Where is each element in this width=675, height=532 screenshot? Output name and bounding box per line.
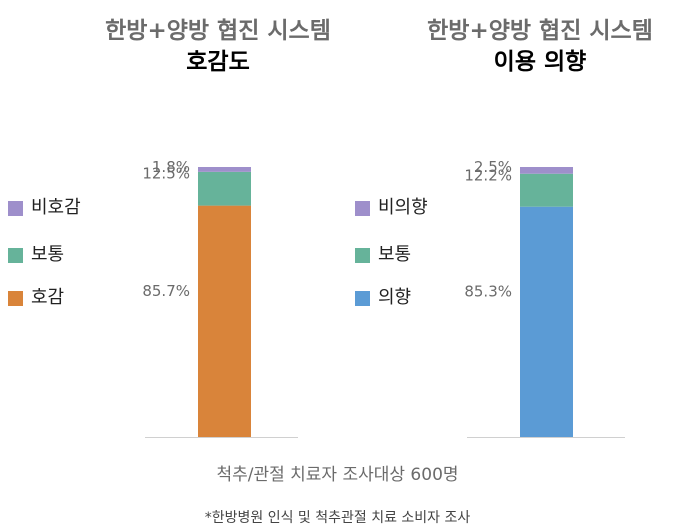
legend-label-right-0: 비의향 bbox=[378, 197, 428, 218]
legend-swatch-right-1 bbox=[355, 248, 370, 263]
legend-label-left-1: 보통 bbox=[31, 244, 65, 265]
data-label-right-2: 2.5% bbox=[474, 158, 512, 176]
bar-segment-right-1 bbox=[520, 173, 573, 207]
bar-segment-right-2 bbox=[520, 167, 573, 174]
chart-title-right-line1: 한방+양방 협진 시스템 bbox=[427, 18, 653, 44]
chart-title-right-line2: 이용 의향 bbox=[493, 49, 587, 75]
bar-segment-left-1 bbox=[198, 171, 251, 206]
legend-label-left-0: 비호감 bbox=[31, 197, 81, 218]
chart-title-right: 한방+양방 협진 시스템 이용 의향 bbox=[427, 16, 653, 78]
bar-segment-right-0 bbox=[520, 206, 573, 437]
data-label-right-1: 12.2% bbox=[464, 166, 512, 184]
legend-label-right-2: 의향 bbox=[378, 287, 412, 308]
chart-title-left: 한방+양방 협진 시스템 호감도 bbox=[105, 16, 331, 78]
bar-segment-left-2 bbox=[198, 167, 251, 172]
chart-title-left-line1: 한방+양방 협진 시스템 bbox=[105, 18, 331, 44]
data-label-left-1: 12.5% bbox=[142, 165, 190, 183]
legend-swatch-left-2 bbox=[8, 291, 23, 306]
legend-label-left-2: 호감 bbox=[31, 287, 65, 308]
data-label-left-2: 1.8% bbox=[152, 158, 190, 176]
legend-label-right-1: 보통 bbox=[378, 244, 412, 265]
bar-segment-left-0 bbox=[198, 205, 251, 437]
x-axis-label: 척추/관절 치료자 조사대상 600명 bbox=[216, 465, 459, 485]
footnote: *한방병원 인식 및 척추관절 치료 소비자 조사 bbox=[204, 510, 471, 526]
chart-title-left-line2: 호감도 bbox=[186, 49, 250, 75]
legend-swatch-left-1 bbox=[8, 248, 23, 263]
legend-swatch-left-0 bbox=[8, 201, 23, 216]
data-label-left-0: 85.7% bbox=[142, 282, 190, 300]
legend-swatch-right-2 bbox=[355, 291, 370, 306]
legend-swatch-right-0 bbox=[355, 201, 370, 216]
data-label-right-0: 85.3% bbox=[464, 283, 512, 301]
